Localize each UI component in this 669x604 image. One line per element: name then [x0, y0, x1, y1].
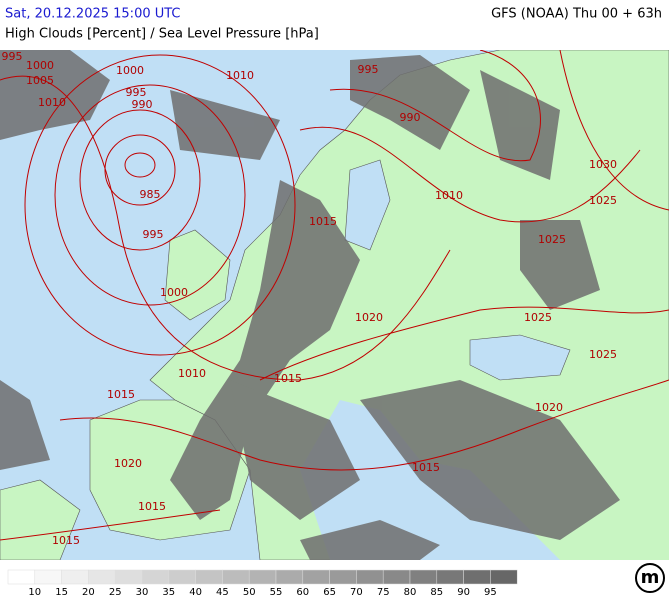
colorbar-label: 50: [243, 587, 256, 598]
isobar-label: 1000: [26, 59, 54, 72]
subtitle: High Clouds [Percent] / Sea Level Pressu…: [5, 27, 319, 42]
colorbar-label: 60: [296, 587, 309, 598]
colorbar-label: 85: [430, 587, 443, 598]
sea-black: [469, 334, 571, 381]
colorbar-label: 70: [350, 587, 363, 598]
colorbar-label: 15: [55, 587, 68, 598]
isobar-label: 1015: [138, 500, 166, 513]
colorbar-label: 80: [404, 587, 417, 598]
colorbar-swatch: [7, 569, 36, 585]
colorbar-swatch: [275, 569, 304, 585]
isobar-label: 1010: [178, 367, 206, 380]
clouds: [0, 50, 620, 560]
colorbar-swatch: [61, 569, 89, 585]
isobar-label: 1025: [524, 311, 552, 324]
isobar-label: 995: [358, 63, 379, 76]
colorbar-swatch: [248, 569, 277, 585]
colorbar-swatch: [356, 569, 384, 585]
colorbar-label: 90: [457, 587, 470, 598]
colorbar-swatch: [463, 569, 491, 585]
isobar-label: 1000: [116, 64, 144, 77]
header-left: Sat, 20.12.2025 15:00 UTC: [5, 7, 181, 22]
isobar-label: 1015: [107, 388, 135, 401]
colorbar-label: 10: [28, 587, 41, 598]
isobar-label: 1025: [589, 348, 617, 361]
colorbar-swatch: [141, 569, 170, 585]
colorbar-swatch: [409, 569, 438, 585]
isobar-label: 990: [132, 98, 153, 111]
logo-circle: [635, 563, 665, 593]
isobar-label: 1005: [26, 74, 54, 87]
isobar-label: 1025: [538, 233, 566, 246]
colorbar-label: 35: [162, 587, 175, 598]
isobar-label: 1010: [226, 69, 254, 82]
colorbar-swatch: [222, 569, 250, 585]
isobar-label: 995: [2, 50, 23, 63]
colorbar-swatch: [490, 569, 518, 585]
isobar-label: 1015: [52, 534, 80, 547]
colorbar-label: 25: [109, 587, 122, 598]
isobar-label: 1000: [160, 286, 188, 299]
colorbar-swatch: [88, 569, 116, 585]
isobar-label: 995: [143, 228, 164, 241]
land-africa: [0, 479, 81, 560]
colorbar-swatch: [329, 569, 357, 585]
colorbar-label: 45: [216, 587, 229, 598]
isobar-label: 1020: [355, 311, 383, 324]
colorbar-label: 55: [270, 587, 283, 598]
isobars: [0, 50, 669, 541]
isobar-label: 1010: [38, 96, 66, 109]
isobar-label: 1030: [589, 158, 617, 171]
colorbar-label: 75: [377, 587, 390, 598]
colorbar-swatch: [302, 569, 330, 585]
isobar-label: 1010: [435, 189, 463, 202]
colorbar-label: 30: [136, 587, 149, 598]
header-right: GFS (NOAA) Thu 00 + 63h: [491, 7, 662, 22]
isobar-label: 985: [140, 188, 161, 201]
isobar-label: 1015: [274, 372, 302, 385]
isobar-label: 995: [126, 86, 147, 99]
colorbar-label: 20: [82, 587, 95, 598]
land-britain: [164, 229, 231, 321]
isobar-label: 1025: [589, 194, 617, 207]
colorbar-label: 65: [323, 587, 336, 598]
isobar-label: 1015: [309, 215, 337, 228]
colorbar-label: 40: [189, 587, 202, 598]
colorbar-label: 95: [484, 587, 497, 598]
map: [0, 50, 669, 560]
colorbar-swatch: [195, 569, 223, 585]
colorbar: 10 15 20 25 30 35 40 45 50 55 60 65 70 75 80 85 90 95: [7, 569, 518, 598]
logo: m: [641, 567, 660, 588]
isobar-label: 1020: [114, 457, 142, 470]
colorbar-swatch: [168, 569, 196, 585]
sea-baltic: [344, 159, 391, 251]
colorbar-swatch: [34, 569, 62, 585]
isobar-label: 990: [400, 111, 421, 124]
isobar-label: 1020: [535, 401, 563, 414]
colorbar-swatch: [114, 569, 143, 585]
colorbar-swatch: [436, 569, 464, 585]
colorbar-swatch: [382, 569, 411, 585]
isobar-label: 1015: [412, 461, 440, 474]
